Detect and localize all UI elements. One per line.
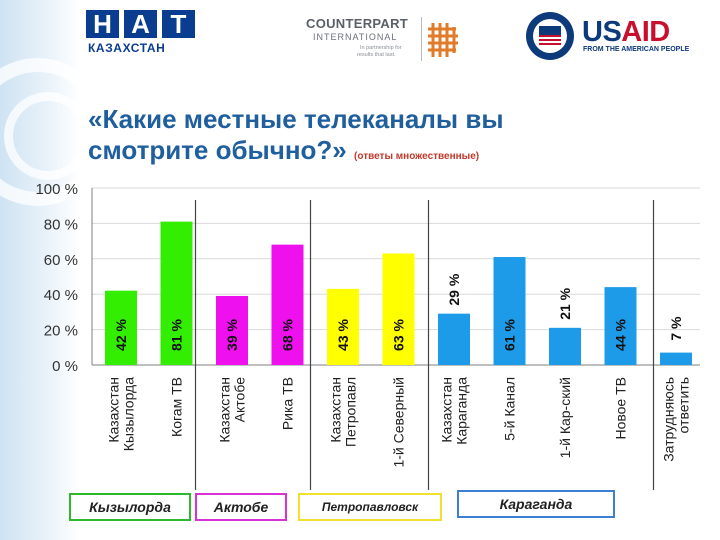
bar-value-label: 81 % bbox=[169, 318, 185, 350]
counterpart-logo-divider bbox=[421, 17, 422, 61]
y-tick-label: 80 % bbox=[44, 216, 78, 233]
counterpart-logo-name: COUNTERPART bbox=[306, 16, 408, 31]
title-note: (ответы множественные) bbox=[354, 151, 480, 162]
y-tick-label: 40 % bbox=[44, 287, 78, 304]
bar-value-label: 68 % bbox=[280, 318, 296, 350]
bar bbox=[216, 295, 248, 365]
x-tick-label: Актобе bbox=[232, 377, 248, 423]
x-tick-label: Казахстан bbox=[106, 377, 122, 443]
region-label-aktobe: Актобе bbox=[195, 493, 287, 521]
x-tick-label: Рика ТВ bbox=[280, 377, 296, 430]
nat-logo-subtitle: КАЗАХСТАН bbox=[88, 41, 166, 55]
nat-logo-letter: Н bbox=[86, 10, 119, 38]
bar bbox=[382, 253, 415, 365]
bar bbox=[160, 221, 193, 365]
bar bbox=[549, 327, 581, 365]
bar bbox=[660, 352, 692, 365]
y-tick-label: 100 % bbox=[35, 181, 78, 198]
nat-logo: Н А Т КАЗАХСТАН bbox=[86, 10, 198, 56]
usaid-seal-icon bbox=[526, 12, 574, 60]
bar-value-label: 29 % bbox=[446, 273, 462, 305]
counterpart-logo: COUNTERPART INTERNATIONAL In partnership… bbox=[306, 15, 466, 65]
nat-logo-letter: Т bbox=[162, 10, 195, 38]
counterpart-logo-tagline: results that last. bbox=[357, 52, 396, 58]
x-tick-label: 1-й Кар-ский bbox=[557, 377, 573, 458]
region-label-kyzylorda: Кызылорда bbox=[69, 493, 191, 521]
bar bbox=[105, 290, 137, 365]
bar bbox=[327, 288, 359, 365]
x-tick-label: Петропавл bbox=[343, 377, 359, 447]
nat-logo-letter: А bbox=[124, 10, 157, 38]
counterpart-knot-icon bbox=[428, 23, 458, 57]
y-tick-label: 20 % bbox=[44, 323, 78, 340]
bar-chart: 0 %20 %40 %60 %80 %100 %42 %Казахстан Кыз… bbox=[35, 181, 700, 490]
bar-value-label: 7 % bbox=[668, 316, 684, 341]
bar bbox=[271, 244, 304, 365]
bar-value-label: 43 % bbox=[335, 318, 351, 350]
bar-value-label: 61 % bbox=[502, 318, 518, 350]
x-tick-label: Затрудняюсь bbox=[661, 377, 677, 462]
x-tick-label: ответить bbox=[676, 377, 692, 433]
decorative-ring bbox=[4, 92, 92, 180]
counterpart-logo-tagline: In partnership for bbox=[360, 45, 402, 51]
usaid-wordmark: USAID bbox=[582, 16, 670, 48]
usaid-tagline: FROM THE AMERICAN PEOPLE bbox=[583, 46, 690, 53]
bar-value-label: 39 % bbox=[224, 318, 240, 350]
title-line: «Какие местные телеканалы вы bbox=[88, 104, 504, 134]
slide-title: «Какие местные телеканалы вы смотрите об… bbox=[88, 104, 648, 172]
y-tick-label: 0 % bbox=[52, 358, 78, 375]
bar-value-label: 44 % bbox=[613, 318, 629, 350]
x-tick-label: Когам ТВ bbox=[169, 377, 185, 437]
bar-value-label: 63 % bbox=[391, 318, 407, 350]
bar bbox=[493, 257, 526, 365]
region-label-petropavlovsk: Петропавловск bbox=[298, 493, 442, 521]
x-tick-label: Кызылорда bbox=[121, 377, 137, 451]
usaid-logo: USAID FROM THE AMERICAN PEOPLE bbox=[524, 10, 704, 62]
x-tick-label: 5-й Канал bbox=[502, 377, 518, 441]
title-line: смотрите обычно?» (ответы множественные) bbox=[88, 135, 480, 165]
bar bbox=[438, 313, 470, 365]
y-tick-label: 60 % bbox=[44, 252, 78, 269]
x-tick-label: Казахстан bbox=[439, 377, 455, 443]
bar-value-label: 21 % bbox=[557, 287, 573, 319]
region-label-karaganda: Караганда bbox=[457, 490, 615, 518]
counterpart-logo-sub: INTERNATIONAL bbox=[313, 32, 398, 42]
x-tick-label: Казахстан bbox=[217, 377, 233, 443]
bar-value-label: 42 % bbox=[113, 318, 129, 350]
x-tick-label: Новое ТВ bbox=[613, 377, 629, 440]
x-tick-label: 1-й Северный bbox=[391, 377, 407, 468]
bar bbox=[604, 287, 637, 365]
x-tick-label: Казахстан bbox=[328, 377, 344, 443]
x-tick-label: Караганда bbox=[454, 377, 470, 445]
